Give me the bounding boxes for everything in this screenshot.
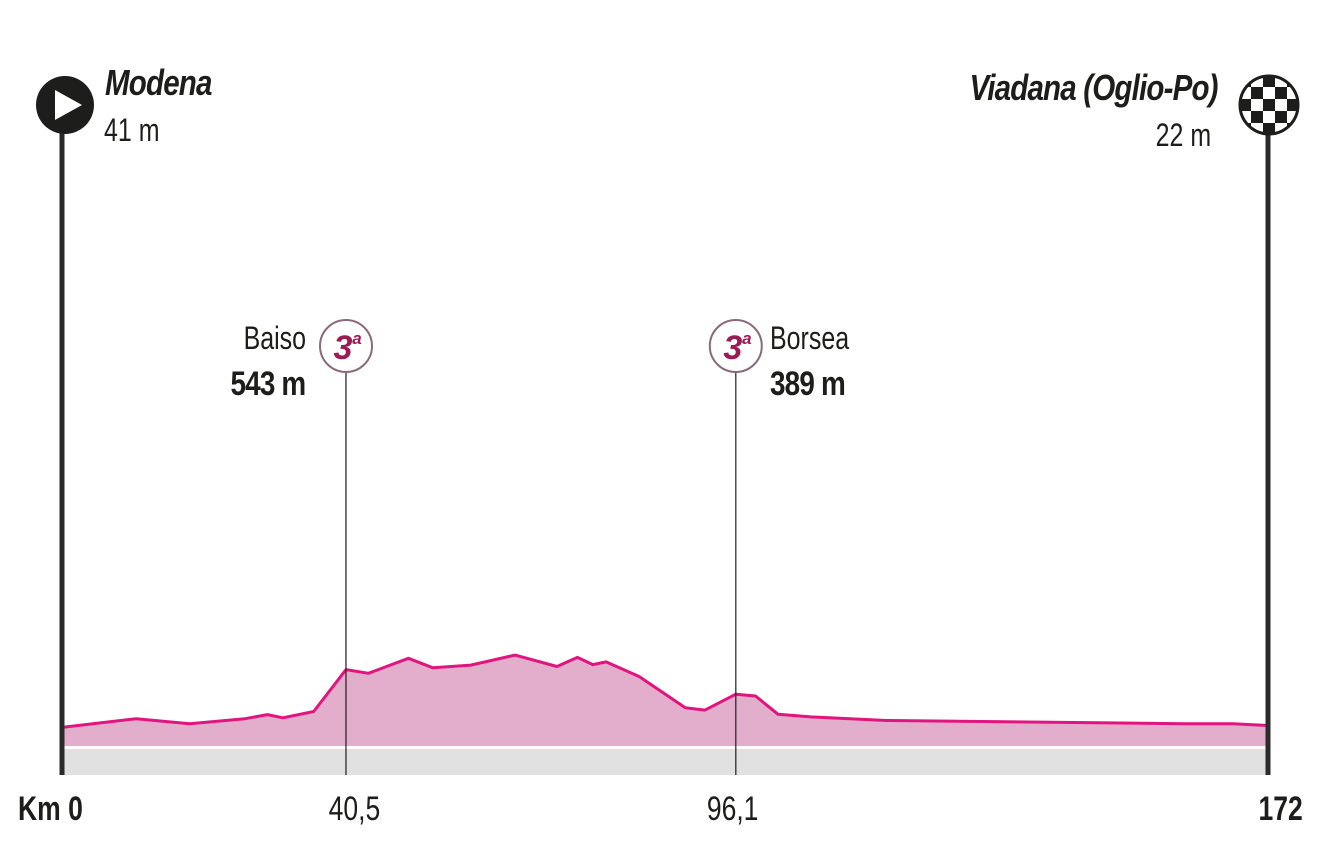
km-climb-1-label: 40,5 bbox=[328, 790, 381, 828]
km-start-label: Km 0 bbox=[18, 790, 83, 828]
finish-checkered-flag-icon bbox=[1238, 74, 1300, 136]
checker-square bbox=[1251, 111, 1263, 123]
climb-1-altitude: 543 m bbox=[230, 365, 306, 403]
profile-line bbox=[61, 653, 1269, 729]
climb-2-category-suffix: a bbox=[742, 329, 751, 348]
checker-square bbox=[1263, 123, 1275, 134]
checker-square bbox=[1263, 76, 1275, 87]
checker-square bbox=[1251, 87, 1263, 99]
climb-2-name: Borsea bbox=[770, 320, 850, 356]
km-end-label: 172 bbox=[1258, 790, 1303, 828]
climb-1-badge-ring bbox=[319, 319, 373, 373]
finish-town-altitude: 22 m bbox=[1155, 117, 1211, 153]
finish-town-name: Viadana (Oglio-Po) bbox=[969, 67, 1219, 108]
climb-2-badge-ring bbox=[708, 319, 763, 373]
checker-square bbox=[1275, 111, 1287, 123]
climb-1-name: Baiso bbox=[243, 320, 306, 356]
checker-square bbox=[1287, 99, 1298, 111]
start-flag-icon bbox=[36, 76, 94, 134]
profile-base-strip bbox=[62, 746, 1268, 775]
climb-2-category-number: 3 bbox=[723, 329, 742, 367]
profile-area bbox=[62, 655, 1268, 746]
climb-1-category-number: 3 bbox=[334, 329, 353, 367]
climb-1-category-suffix: a bbox=[352, 329, 361, 348]
climb-2-altitude: 389 m bbox=[770, 365, 846, 403]
checker-square bbox=[1263, 99, 1275, 111]
start-town-altitude: 41 m bbox=[104, 112, 160, 148]
checker-square bbox=[1240, 99, 1251, 111]
km-climb-2-label: 96,1 bbox=[706, 790, 759, 828]
start-town-name: Modena bbox=[105, 62, 212, 103]
checker-square bbox=[1275, 87, 1287, 99]
